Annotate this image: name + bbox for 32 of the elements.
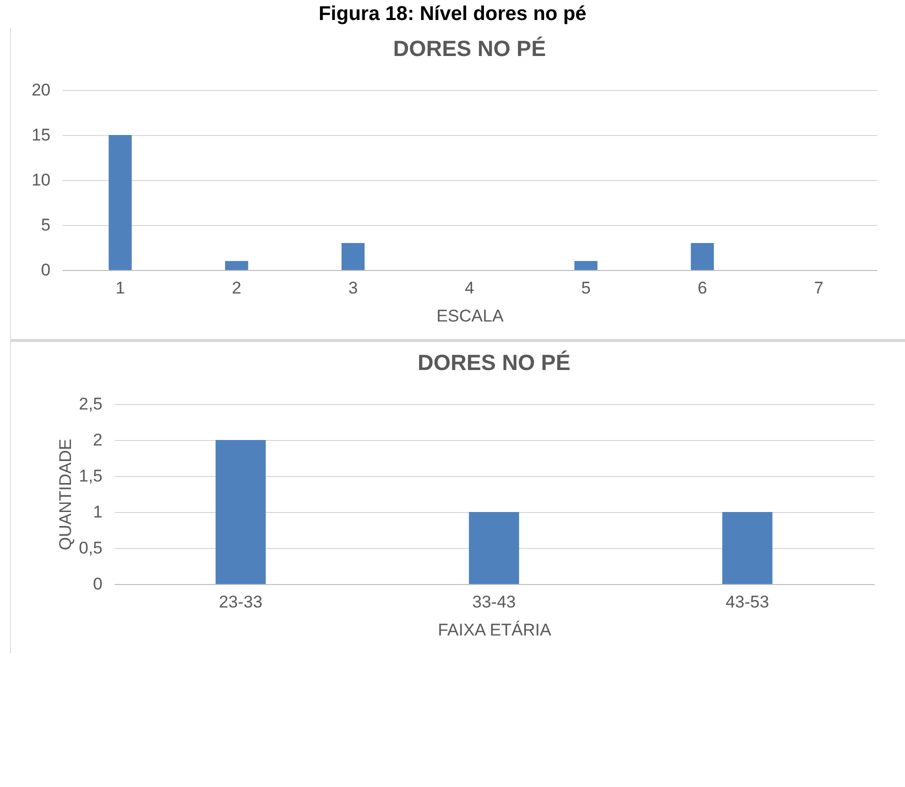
x-tick-label: 23-33	[218, 592, 262, 612]
bar	[108, 135, 132, 270]
y-tick-label: 2,5	[78, 394, 102, 414]
y-tick-label: 0	[41, 260, 50, 280]
x-axis-title: ESCALA	[436, 306, 504, 326]
x-tick-label: 2	[232, 278, 242, 298]
x-tick-label: 33-43	[472, 592, 516, 612]
x-axis-title: FAIXA ETÁRIA	[438, 620, 552, 640]
y-tick-label: 1	[93, 502, 102, 522]
bar	[342, 243, 365, 270]
y-tick-label: 0,5	[78, 538, 102, 558]
y-tick-label: 5	[41, 216, 50, 234]
bar	[225, 261, 248, 270]
y-tick-label: 2	[93, 430, 102, 450]
chart-title: DORES NO PÉ	[393, 36, 546, 61]
y-axis-title: QUANTIDADE	[56, 438, 75, 550]
x-tick-label: 7	[814, 278, 824, 298]
chart-title: DORES NO PÉ	[418, 350, 570, 375]
x-tick-label: 4	[464, 278, 474, 298]
x-tick-label: 1	[115, 278, 125, 298]
x-tick-label: 5	[581, 278, 591, 298]
y-tick-label: 10	[32, 170, 50, 190]
y-tick-label: 0	[93, 574, 102, 594]
text: Figura 18: Nível dores no pé	[318, 2, 588, 27]
bar	[690, 243, 714, 270]
x-tick-label: 6	[698, 278, 708, 298]
y-tick-label: 20	[32, 80, 50, 100]
x-tick-label: 43-53	[726, 592, 770, 612]
x-tick-label: 3	[348, 278, 358, 298]
bar	[574, 261, 598, 270]
y-tick-label: 1,5	[78, 466, 102, 486]
y-tick-label: 15	[32, 126, 50, 144]
